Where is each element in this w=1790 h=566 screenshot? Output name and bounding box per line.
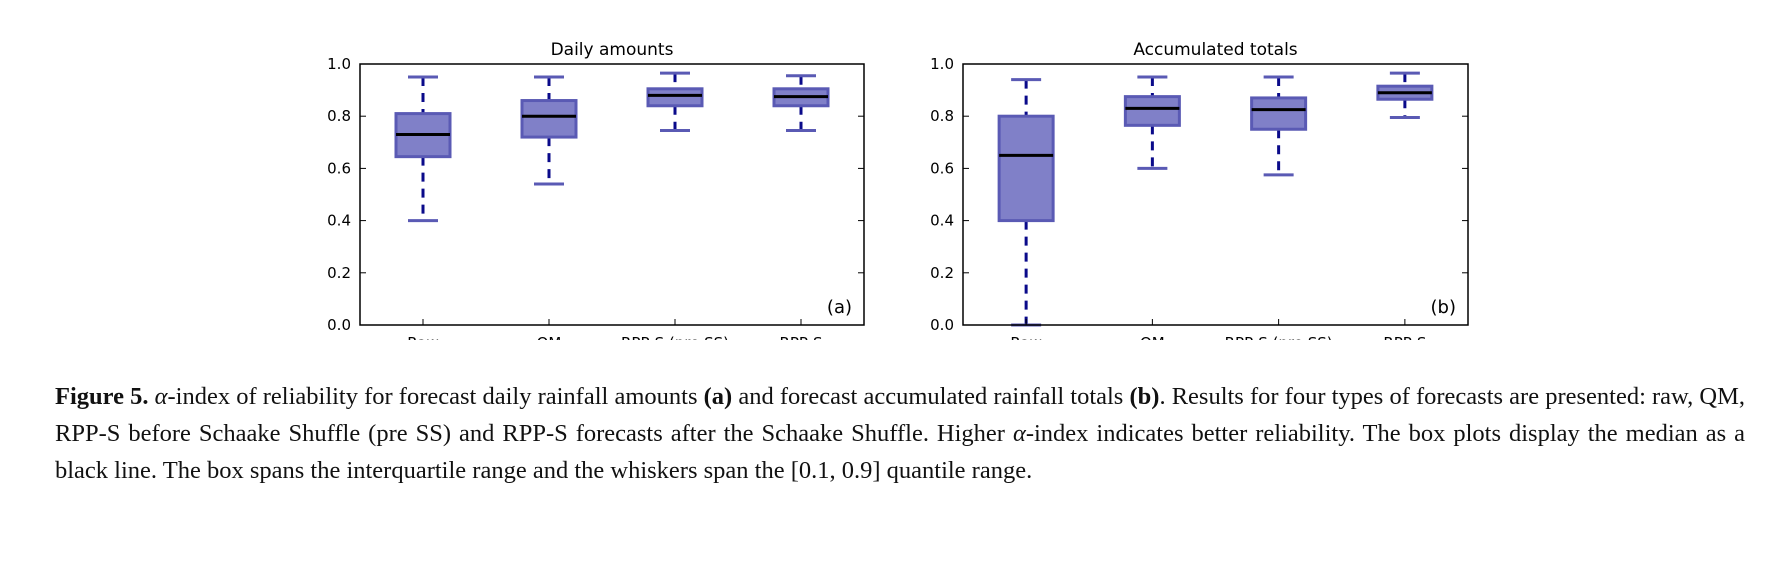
chart-title: Accumulated totals bbox=[1133, 40, 1297, 60]
y-tick-label: 0.2 bbox=[930, 264, 954, 282]
y-tick-label: 0.6 bbox=[327, 159, 351, 177]
caption-panel-a: (a) bbox=[703, 383, 733, 410]
caption-text-4: -index indicates better reliability. The… bbox=[55, 420, 1746, 484]
caption-text-2: and forecast accumulated rainfall totals bbox=[732, 383, 1130, 410]
x-tick-label: RPP-S bbox=[779, 334, 822, 340]
y-tick-label: 1.0 bbox=[930, 55, 954, 73]
box-iqr bbox=[1123, 95, 1181, 127]
axes-frame bbox=[962, 63, 1469, 326]
figure-caption: Figure 5. α-index of reliability for for… bbox=[55, 378, 1745, 489]
chart-panel-a: Daily amounts 0.0 0.2 0.4 0.6 0.8 1.0 Raw QM RPP-… bbox=[327, 40, 865, 340]
x-tick-label: QM bbox=[1140, 334, 1165, 340]
chart-panel-b: Accumulated totals 0.0 0.2 0.4 0.6 0.8 1.0 Raw Q… bbox=[930, 40, 1469, 340]
box-iqr bbox=[646, 87, 704, 108]
box-iqr bbox=[520, 99, 578, 139]
y-tick-label: 0.8 bbox=[930, 107, 954, 125]
y-tick-label: 0.6 bbox=[930, 159, 954, 177]
x-tick-label: QM bbox=[537, 334, 562, 340]
caption-figure-label: Figure 5. bbox=[55, 383, 149, 410]
box-iqr bbox=[1250, 96, 1308, 131]
y-tick-label: 1.0 bbox=[327, 55, 351, 73]
y-tick-label: 0.4 bbox=[930, 212, 954, 230]
caption-text-3: . Results for four types of forecasts ar… bbox=[55, 383, 1746, 447]
x-tick-label: Raw bbox=[407, 334, 439, 340]
panel-label: (b) bbox=[1431, 297, 1456, 318]
y-tick-label: 0.0 bbox=[327, 316, 351, 334]
caption-alpha-symbol: α bbox=[154, 383, 168, 410]
chart-title: Daily amounts bbox=[551, 40, 674, 60]
x-tick-label: RPP-S bbox=[1383, 334, 1426, 340]
y-tick-label: 0.0 bbox=[930, 316, 954, 334]
x-tick-label: RPP-S (pre SS) bbox=[621, 334, 729, 340]
y-tick-label: 0.8 bbox=[327, 107, 351, 125]
y-tick-label: 0.4 bbox=[327, 212, 351, 230]
caption-text-1: -index of reliability for forecast daily… bbox=[167, 383, 704, 410]
caption-panel-b: (b) bbox=[1129, 383, 1160, 410]
y-tick-label: 0.2 bbox=[327, 264, 351, 282]
panel-label: (a) bbox=[827, 297, 852, 318]
box-iqr bbox=[997, 114, 1055, 223]
x-tick-label: Raw bbox=[1010, 334, 1042, 340]
caption-alpha-symbol-2: α bbox=[1012, 420, 1026, 447]
axes-frame bbox=[359, 63, 865, 326]
x-tick-label: RPP-S (pre SS) bbox=[1225, 334, 1333, 340]
figure-charts: Daily amounts 0.0 0.2 0.4 0.6 0.8 1.0 Raw QM RPP-… bbox=[327, 40, 1469, 340]
